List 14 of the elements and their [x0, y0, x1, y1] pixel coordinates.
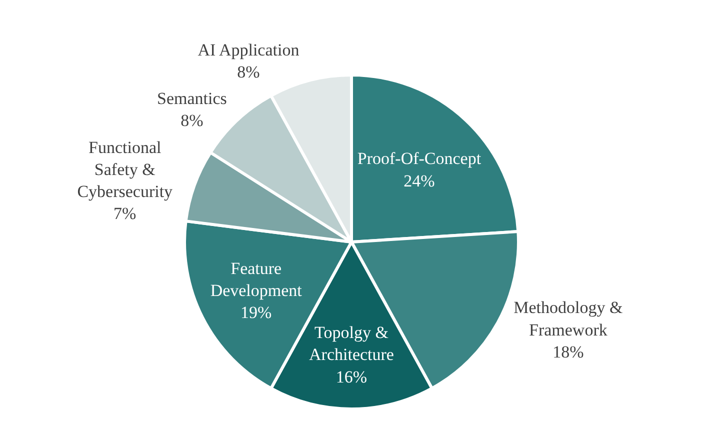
- slice-label: Semantics: [157, 88, 227, 108]
- slice-label: Methodology & Framework: [514, 298, 623, 340]
- data-label: 19%: [240, 303, 272, 322]
- data-label: 7%: [114, 204, 136, 224]
- data-label: 16%: [336, 367, 368, 386]
- slice-label: Functional Safety & Cybersecurity: [77, 138, 174, 202]
- data-label: 24%: [404, 171, 435, 190]
- slice-label: AI Application: [198, 40, 300, 60]
- data-label: 8%: [237, 62, 260, 82]
- data-label: 18%: [552, 342, 584, 362]
- slice-label: Topolgy & Architecture: [309, 323, 394, 364]
- slice-label: Feature Development: [210, 258, 302, 300]
- slice-label: Proof-Of-Concept: [357, 149, 482, 168]
- data-label: 8%: [180, 110, 204, 130]
